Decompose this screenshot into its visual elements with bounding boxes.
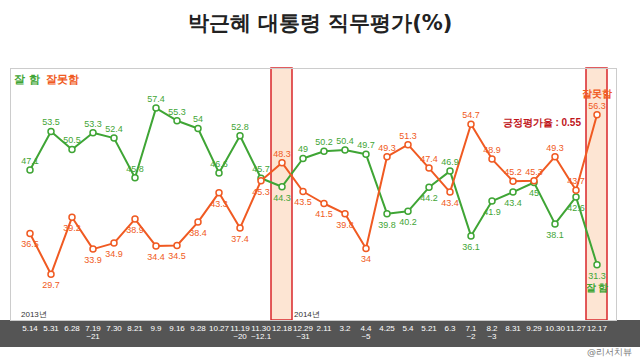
svg-text:34: 34 (361, 254, 371, 264)
svg-text:5.31: 5.31 (43, 324, 59, 333)
svg-text:53.5: 53.5 (42, 117, 60, 127)
svg-text:45.7: 45.7 (252, 164, 270, 174)
svg-text:44.3: 44.3 (273, 193, 291, 203)
svg-text:11.27: 11.27 (566, 324, 586, 333)
svg-text:12.18: 12.18 (272, 324, 293, 333)
svg-text:43.5: 43.5 (294, 197, 312, 207)
svg-text:52.8: 52.8 (231, 122, 249, 132)
svg-text:45.8: 45.8 (126, 164, 144, 174)
svg-text:38.9: 38.9 (126, 225, 144, 235)
svg-text:12.29~31: 12.29~31 (293, 324, 314, 341)
svg-text:56.3: 56.3 (588, 101, 606, 111)
svg-text:48.3: 48.3 (273, 149, 291, 159)
svg-text:34.4: 34.4 (147, 252, 165, 262)
svg-text:4.4~5: 4.4~5 (360, 324, 372, 341)
html-text:@리서치뷰: @리서치뷰 (587, 347, 632, 357)
svg-text:43.3: 43.3 (210, 199, 228, 209)
svg-text:33.9: 33.9 (84, 255, 102, 265)
html-text:잘못함: 잘못함 (45, 73, 79, 86)
svg-text:48.9: 48.9 (483, 145, 501, 155)
svg-text:34.9: 34.9 (105, 249, 123, 259)
svg-text:47.1: 47.1 (21, 156, 39, 166)
svg-text:10.30: 10.30 (545, 324, 566, 333)
svg-text:45.2: 45.2 (504, 167, 522, 177)
svg-text:54: 54 (193, 114, 203, 124)
svg-text:50.4: 50.4 (336, 136, 354, 146)
svg-text:잘못함: 잘못함 (582, 88, 612, 99)
svg-text:46.6: 46.6 (210, 159, 228, 169)
svg-text:긍정평가율 : 0.55: 긍정평가율 : 0.55 (503, 117, 582, 128)
svg-text:3.2: 3.2 (339, 324, 351, 333)
svg-text:44.2: 44.2 (420, 193, 438, 203)
svg-text:42.6: 42.6 (567, 203, 585, 213)
svg-text:9.9: 9.9 (150, 324, 162, 333)
svg-text:7.19~21: 7.19~21 (85, 324, 101, 341)
svg-text:9.16: 9.16 (169, 324, 185, 333)
svg-text:9.29: 9.29 (526, 324, 542, 333)
svg-text:8.2~3: 8.2~3 (486, 324, 498, 341)
svg-text:31.3: 31.3 (588, 271, 606, 281)
svg-text:39.8: 39.8 (378, 220, 396, 230)
svg-text:54.7: 54.7 (462, 110, 480, 120)
svg-text:29.7: 29.7 (42, 280, 60, 290)
svg-text:45.3: 45.3 (525, 167, 543, 177)
html-text:잘 함: 잘 함 (14, 73, 40, 86)
svg-text:8.31: 8.31 (505, 324, 521, 333)
svg-text:57.4: 57.4 (147, 94, 165, 104)
svg-text:34.5: 34.5 (168, 251, 186, 261)
svg-text:4.25: 4.25 (379, 324, 395, 333)
svg-text:6.3: 6.3 (444, 324, 456, 333)
svg-text:7.1~2: 7.1~2 (465, 324, 477, 341)
svg-text:10.27: 10.27 (209, 324, 230, 333)
svg-text:51.3: 51.3 (399, 131, 417, 141)
svg-text:37.4: 37.4 (231, 234, 249, 244)
svg-text:36.1: 36.1 (462, 242, 480, 252)
svg-text:43.4: 43.4 (441, 198, 459, 208)
svg-text:49: 49 (298, 144, 308, 154)
svg-text:53.3: 53.3 (84, 119, 102, 129)
svg-text:6.28: 6.28 (64, 324, 80, 333)
svg-text:9.28: 9.28 (190, 324, 206, 333)
svg-text:41.5: 41.5 (315, 209, 333, 219)
svg-text:38.1: 38.1 (546, 230, 564, 240)
svg-text:43.4: 43.4 (504, 198, 522, 208)
svg-text:2.11: 2.11 (317, 324, 333, 333)
svg-text:36.5: 36.5 (21, 239, 39, 249)
svg-text:7.30: 7.30 (106, 324, 122, 333)
svg-text:50.2: 50.2 (315, 137, 333, 147)
svg-text:45: 45 (529, 188, 539, 198)
svg-text:49.3: 49.3 (378, 143, 396, 153)
svg-text:47.4: 47.4 (420, 154, 438, 164)
svg-text:잘 함: 잘 함 (586, 282, 609, 293)
svg-text:49.7: 49.7 (357, 140, 375, 150)
svg-text:5.4: 5.4 (402, 324, 414, 333)
svg-text:5.21: 5.21 (421, 324, 437, 333)
svg-text:2013년: 2013년 (21, 310, 47, 319)
svg-text:52.4: 52.4 (105, 124, 123, 134)
svg-text:45.3: 45.3 (252, 187, 270, 197)
svg-text:50.5: 50.5 (63, 135, 81, 145)
svg-text:39.8: 39.8 (336, 220, 354, 230)
svg-text:55.3: 55.3 (168, 107, 186, 117)
svg-text:46.9: 46.9 (441, 157, 459, 167)
svg-text:43.7: 43.7 (567, 176, 585, 186)
svg-text:2014년: 2014년 (294, 310, 320, 319)
svg-text:11.19~20: 11.19~20 (230, 324, 250, 341)
svg-text:11.30~12.1: 11.30~12.1 (251, 324, 272, 341)
html-text:박근혜 대통령 직무평가(%): 박근혜 대통령 직무평가(%) (187, 11, 453, 35)
svg-text:39.2: 39.2 (63, 223, 81, 233)
svg-text:5.14: 5.14 (22, 324, 38, 333)
svg-text:12.17: 12.17 (587, 324, 608, 333)
svg-text:38.4: 38.4 (189, 228, 207, 238)
svg-text:49.3: 49.3 (546, 143, 564, 153)
svg-text:8.21: 8.21 (127, 324, 143, 333)
svg-text:41.9: 41.9 (483, 207, 501, 217)
svg-text:40.2: 40.2 (399, 217, 417, 227)
